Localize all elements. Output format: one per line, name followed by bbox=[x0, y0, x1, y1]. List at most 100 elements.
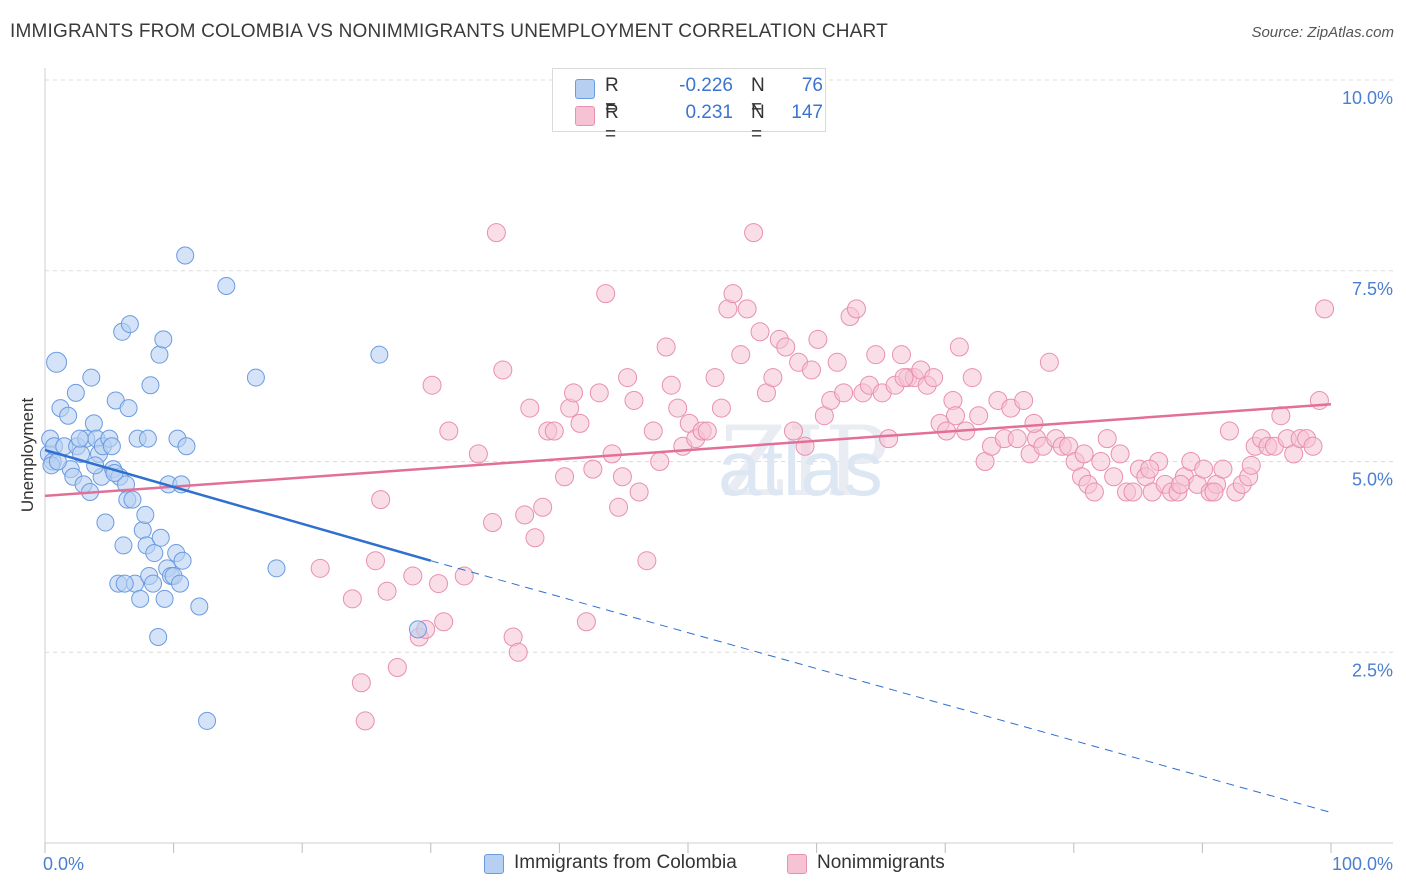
nonimmigrants-point bbox=[629, 482, 649, 502]
colombia-point bbox=[151, 528, 170, 547]
colombia-point bbox=[141, 376, 160, 395]
nonimmigrants-point bbox=[612, 467, 632, 487]
nonimmigrants-point bbox=[493, 360, 513, 380]
chart-title: IMMIGRANTS FROM COLOMBIA VS NONIMMIGRANT… bbox=[10, 21, 888, 42]
nonimmigrants-point bbox=[750, 322, 770, 342]
nonimmigrants-point bbox=[637, 551, 657, 571]
colombia-point bbox=[173, 551, 192, 570]
y-axis-label: Unemployment bbox=[18, 398, 37, 513]
nonimmigrants-point bbox=[422, 375, 442, 395]
nonimmigrants-point bbox=[1110, 444, 1130, 464]
nonimmigrants-point bbox=[583, 459, 603, 479]
trend-lines bbox=[44, 403, 1332, 813]
nonimmigrants-point bbox=[1213, 459, 1233, 479]
y-tick-label: 5.0% bbox=[1352, 470, 1393, 490]
nonimmigrants-point bbox=[783, 421, 803, 441]
nonimmigrants-point bbox=[1171, 474, 1191, 494]
nonimmigrants-point bbox=[1014, 390, 1034, 410]
colombia-point bbox=[120, 315, 139, 334]
nonimmigrants-point bbox=[656, 337, 676, 357]
nonimmigrants-point bbox=[351, 673, 371, 693]
nonimmigrants-point bbox=[508, 642, 528, 662]
colombia-point bbox=[131, 589, 150, 608]
colombia-point bbox=[155, 589, 174, 608]
colombia-point bbox=[154, 330, 173, 349]
colombia-point bbox=[123, 490, 142, 509]
y-tick-label: 2.5% bbox=[1352, 660, 1393, 680]
legend-r-value: -0.226 bbox=[679, 75, 733, 96]
nonimmigrants-point bbox=[310, 558, 330, 578]
nonimmigrants-point bbox=[924, 368, 944, 388]
nonimmigrants-point bbox=[483, 513, 503, 533]
colombia-point bbox=[114, 536, 133, 555]
nonimmigrants-point bbox=[439, 421, 459, 441]
legend-swatch-pink bbox=[575, 106, 595, 126]
nonimmigrants-point bbox=[1091, 452, 1111, 471]
nonimmigrants-point bbox=[1219, 421, 1239, 441]
colombia-point bbox=[82, 368, 101, 387]
colombia-trend-line bbox=[44, 448, 432, 562]
nonimmigrants-point bbox=[969, 406, 989, 426]
legend-r-value: 0.231 bbox=[685, 102, 733, 123]
nonimmigrants-point bbox=[1074, 444, 1094, 464]
nonimmigrants-point bbox=[846, 299, 866, 319]
nonimmigrants-point bbox=[486, 223, 506, 243]
colombia-point bbox=[138, 429, 157, 448]
nonimmigrants-point bbox=[731, 345, 751, 365]
nonimmigrants-point bbox=[949, 337, 969, 357]
nonimmigrants-point bbox=[776, 337, 796, 357]
nonimmigrants-point bbox=[801, 360, 821, 380]
nonimmigrants-point bbox=[434, 612, 454, 632]
nonimmigrants-point bbox=[544, 421, 564, 441]
colombia-point bbox=[145, 544, 164, 563]
legend-n-value: 147 bbox=[791, 102, 823, 123]
nonimmigrants-point bbox=[1315, 299, 1335, 319]
nonimmigrants-point bbox=[737, 299, 757, 319]
nonimmigrants-point bbox=[643, 421, 663, 441]
nonimmigrants-point bbox=[962, 368, 982, 388]
nonimmigrants-point bbox=[1140, 459, 1160, 479]
nonimmigrants-point bbox=[342, 589, 362, 609]
nonimmigrants-point bbox=[744, 223, 764, 243]
colombia-point bbox=[267, 559, 286, 578]
colombia-point bbox=[66, 383, 85, 402]
nonimmigrants-point bbox=[866, 345, 886, 365]
colombia-point bbox=[176, 246, 195, 265]
nonimmigrants-point bbox=[697, 421, 717, 441]
nonimmigrants-point bbox=[1194, 459, 1214, 479]
nonimmigrants-point bbox=[763, 368, 783, 388]
y-tick-label: 7.5% bbox=[1352, 279, 1393, 299]
tick-labels: 2.5% 5.0% 7.5% 10.0% 0.0% 100.0% bbox=[43, 88, 1393, 874]
colombia-point bbox=[96, 513, 115, 532]
nonimmigrants-point bbox=[454, 566, 474, 586]
nonimmigrants-point bbox=[705, 368, 725, 388]
source-credit: Source: ZipAtlas.com bbox=[1251, 24, 1394, 41]
colombia-points bbox=[39, 246, 427, 730]
colombia-point bbox=[70, 429, 89, 448]
nonimmigrants-point bbox=[533, 497, 553, 517]
nonimmigrants-point bbox=[1007, 429, 1027, 449]
legend-swatch-blue bbox=[575, 79, 595, 99]
nonimmigrants-point bbox=[879, 429, 899, 449]
colombia-point bbox=[198, 711, 217, 730]
colombia-point bbox=[133, 521, 152, 540]
colombia-trend-extension bbox=[430, 560, 1332, 813]
nonimmigrants-point bbox=[515, 505, 535, 525]
grid-lines bbox=[45, 79, 1393, 653]
nonimmigrants-point bbox=[387, 658, 407, 678]
colombia-point bbox=[370, 345, 389, 364]
nonimmigrants-point bbox=[1104, 467, 1124, 487]
colombia-point bbox=[150, 345, 169, 364]
nonimmigrants-point bbox=[795, 436, 815, 456]
legend-swatch-pink bbox=[787, 854, 807, 874]
nonimmigrants-point bbox=[650, 452, 670, 471]
colombia-point bbox=[190, 597, 209, 616]
colombia-point bbox=[177, 437, 196, 456]
nonimmigrants-point bbox=[808, 329, 828, 349]
nonimmigrants-point bbox=[827, 352, 847, 372]
colombia-point bbox=[144, 574, 163, 593]
nonimmigrants-point bbox=[624, 390, 644, 410]
nonimmigrants-point bbox=[576, 612, 596, 632]
nonimmigrants-point bbox=[596, 284, 616, 304]
legend-n-label: N = bbox=[751, 102, 765, 145]
